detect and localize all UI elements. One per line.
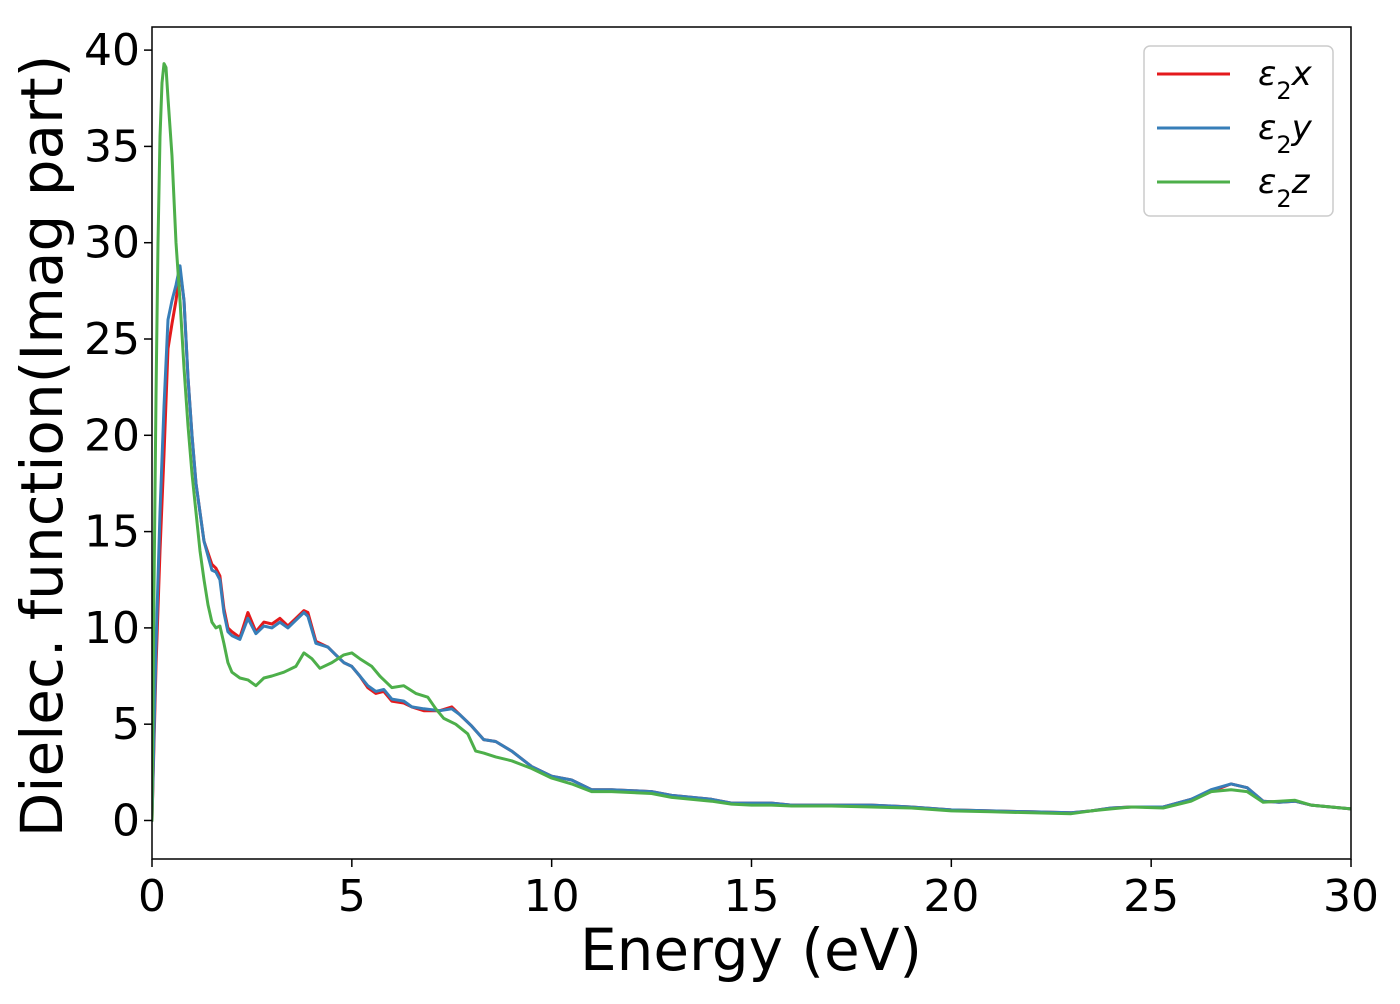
y-tick-label: 10: [84, 603, 140, 654]
axes-layer: 0 5 10 15 20 25 30 0 5 10 15 20 25 30 35 40: [84, 25, 1379, 922]
y-axis-title: Dielec. function(Imag part): [8, 55, 76, 838]
legend-box: [1143, 45, 1334, 217]
x-tick-label: 5: [338, 871, 366, 922]
series-group: [152, 62, 1351, 822]
x-axis-title: Energy (eV): [580, 916, 922, 984]
legend-label-x: ε2x: [1258, 54, 1313, 105]
y-tick-label: 5: [112, 699, 140, 750]
x-tick-label: 10: [524, 871, 580, 922]
legend-label-z: ε2z: [1258, 162, 1311, 213]
y-tick-label: 20: [84, 410, 140, 461]
plot-layer: [152, 62, 1351, 822]
series-line-x: [152, 268, 1351, 822]
x-tick-label: 15: [724, 871, 780, 922]
legend-label-y: ε2y: [1258, 108, 1313, 159]
y-tick-label: 0: [112, 795, 140, 846]
y-tick-label: 30: [84, 218, 140, 269]
x-tick-label: 0: [138, 871, 166, 922]
y-tick-label: 40: [84, 25, 140, 76]
y-tick-label: 25: [84, 314, 140, 365]
y-tick-label: 35: [84, 121, 140, 172]
series-line-z: [152, 62, 1351, 822]
x-tick-label: 30: [1323, 871, 1379, 922]
y-tick-label: 15: [84, 507, 140, 558]
series-line-y: [152, 264, 1351, 822]
x-tick-label: 25: [1123, 871, 1179, 922]
x-tick-label: 20: [923, 871, 979, 922]
